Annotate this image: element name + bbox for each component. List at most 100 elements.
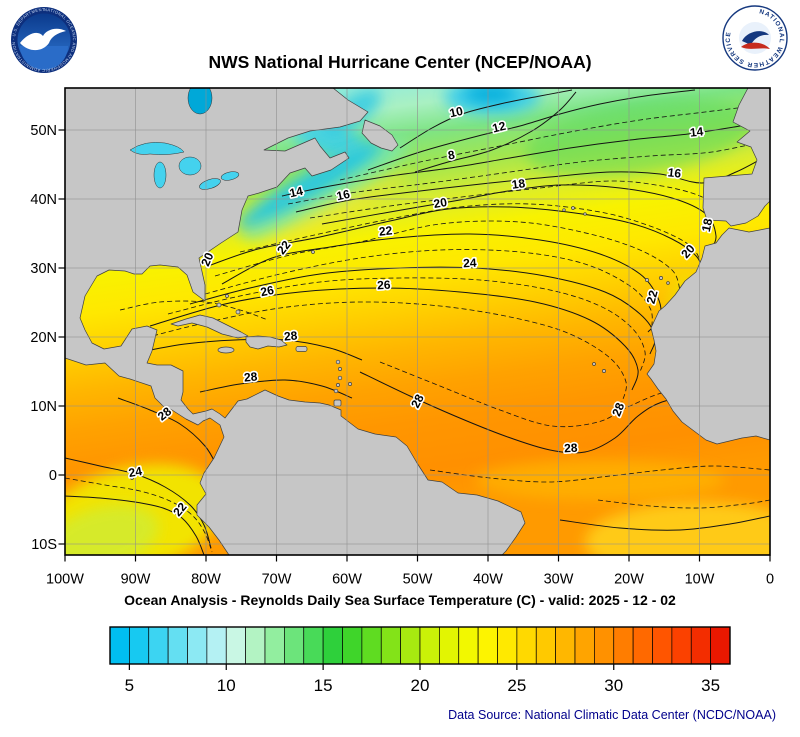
isotherm-dashed — [129, 301, 627, 403]
isotherm-solid — [559, 515, 770, 531]
lat-tick-label: 30N — [30, 261, 57, 277]
colorbar-cell — [303, 626, 324, 665]
isotherm-dashed — [287, 139, 770, 205]
lon-tick-label: 30W — [544, 572, 574, 588]
isotherm-solid — [199, 379, 353, 399]
colorbar-cell — [148, 626, 169, 665]
isotherm-solid — [221, 233, 662, 333]
isotherm-dashed — [119, 300, 269, 321]
isotherm-contours — [65, 89, 770, 555]
isotherm-solid — [414, 91, 577, 173]
contour-label: 26 — [377, 278, 391, 293]
colorbar-tick-label: 35 — [701, 676, 720, 695]
figure-caption: Ocean Analysis - Reynolds Daily Sea Surf… — [124, 592, 676, 608]
noaa-seagull-icon — [20, 28, 66, 51]
lon-tick-label: 40W — [473, 572, 503, 588]
contour-label: 14 — [288, 184, 304, 201]
nws-logo: NATIONAL WEATHER SERVICE — [722, 5, 788, 71]
colorbar-cell — [129, 626, 150, 665]
lake-michigan — [153, 161, 167, 189]
graticule — [65, 88, 770, 555]
lake-ontario — [220, 171, 240, 181]
colorbar-cell — [632, 626, 653, 665]
colorbar-cell — [167, 626, 188, 665]
isotherm-solid — [367, 89, 696, 171]
lon-tick-label: 60W — [332, 572, 362, 588]
land-europe — [702, 88, 770, 227]
colorbar-cell — [284, 626, 305, 665]
colorbar-cell — [225, 626, 246, 665]
contour-label: 22 — [378, 223, 393, 238]
colorbar-tick-label: 5 — [125, 676, 134, 695]
sst-overlays — [65, 88, 770, 555]
isotherm-solid — [65, 457, 212, 549]
colorbar: 5 10 15 20 25 30 35 — [109, 626, 731, 695]
colorbar-cell — [458, 626, 479, 665]
colorbar-cell — [535, 626, 556, 665]
isotherm-dashed — [379, 361, 770, 428]
colorbar-cell — [439, 626, 460, 665]
contour-label: 12 — [491, 119, 508, 136]
colorbar-cell — [322, 626, 343, 665]
colorbar-tick-label: 20 — [411, 676, 430, 695]
colorbar-cell — [264, 626, 285, 665]
contour-label: 28 — [283, 328, 298, 343]
lon-tick-label: 10W — [685, 572, 715, 588]
page-title: NWS National Hurricane Center (NCEP/NOAA… — [208, 52, 592, 72]
isotherm-dashed — [65, 477, 213, 553]
contour-label: 28 — [609, 400, 627, 418]
isotherm-solid — [65, 495, 205, 555]
colorbar-cell — [652, 626, 673, 665]
isotherm-solid — [189, 266, 656, 355]
axis-ticks — [58, 129, 771, 562]
lon-tick-label: 50W — [403, 572, 433, 588]
colorbar-cell — [206, 626, 227, 665]
contour-label: 18 — [511, 176, 526, 192]
contour-label: 16 — [667, 165, 682, 180]
colorbar-cell — [342, 626, 363, 665]
lon-tick-label: 100W — [46, 572, 84, 588]
isotherm-solid — [207, 206, 702, 285]
lake-erie — [199, 178, 221, 190]
colorbar-cell — [400, 626, 421, 665]
latitude-axis: 50N 40N 30N 20N 10N 0 10S — [30, 123, 57, 553]
colorbar-cell — [245, 626, 266, 665]
lake-huron — [178, 156, 202, 176]
colorbar-tick-label: 15 — [314, 676, 333, 695]
isotherm-dashed — [597, 499, 770, 509]
colorbar-cell — [710, 626, 731, 665]
lon-tick-label: 90W — [121, 572, 151, 588]
contour-label: 28 — [564, 441, 578, 456]
lat-tick-label: 50N — [30, 123, 57, 139]
lat-tick-label: 40N — [30, 192, 57, 208]
lon-tick-label: 0 — [766, 572, 774, 588]
isotherm-dashed — [339, 103, 770, 181]
contour-label: 10 — [448, 104, 464, 121]
colorbar-tick-label: 30 — [604, 676, 623, 695]
contour-label: 26 — [259, 283, 275, 300]
lake-superior — [129, 142, 185, 155]
noaa-logo: NATIONAL OCEANIC AND ATMOSPHERIC ADMINIS… — [10, 6, 77, 73]
isotherm-dashed — [239, 203, 701, 277]
colorbar-cell — [594, 626, 615, 665]
colorbar-cell — [109, 626, 130, 665]
lon-tick-label: 80W — [191, 572, 221, 588]
colorbar-cell — [477, 626, 498, 665]
colorbar-cell — [516, 626, 537, 665]
colorbar-tick-label: 25 — [507, 676, 526, 695]
contour-label: 14 — [689, 124, 704, 139]
contour-label: 24 — [128, 464, 144, 480]
contour-label: 22 — [644, 288, 661, 305]
lat-tick-label: 10N — [30, 399, 57, 415]
colorbar-cell — [419, 626, 440, 665]
lat-tick-label: 10S — [31, 537, 57, 553]
isotherm-dashed — [204, 249, 653, 327]
land-cuba — [170, 314, 249, 339]
contour-label: 24 — [463, 256, 477, 271]
colorbar-cell — [574, 626, 595, 665]
land-newfoundland — [361, 119, 399, 152]
lon-tick-label: 70W — [262, 572, 292, 588]
